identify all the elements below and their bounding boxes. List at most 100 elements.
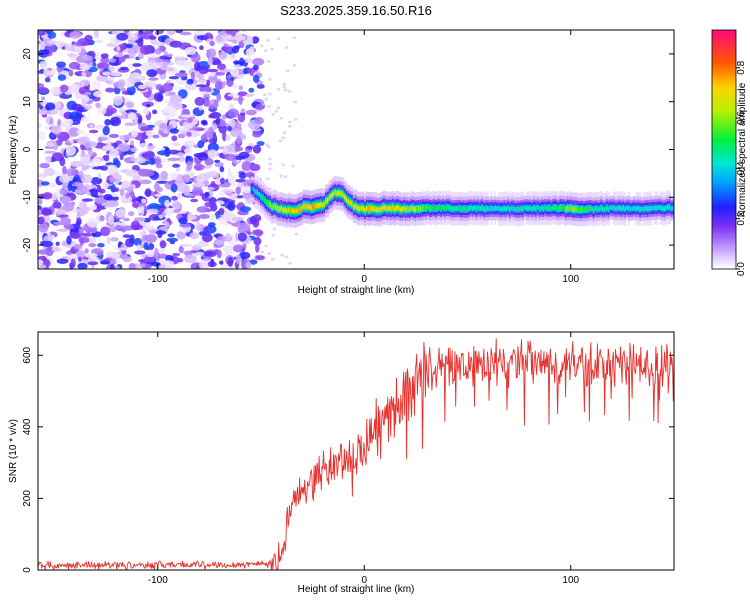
noise-speckle <box>81 71 87 78</box>
noise-speckle <box>204 251 217 258</box>
noise-speckle <box>145 130 153 137</box>
noise-speckle <box>139 243 145 249</box>
signal-cell <box>427 204 430 210</box>
noise-speckle <box>164 221 170 228</box>
signal-cell <box>629 206 632 212</box>
noise-speckle <box>93 30 99 39</box>
noise-speckle <box>53 221 66 225</box>
spectrogram-x-ticks: -100 0 100 <box>148 30 580 285</box>
noise-speckle <box>245 261 252 269</box>
noise-speckle <box>276 106 281 110</box>
noise-speckle <box>92 62 97 68</box>
noise-speckle <box>235 178 247 183</box>
signal-cell <box>347 199 350 204</box>
noise-speckle <box>48 182 57 188</box>
noise-speckle <box>186 78 194 85</box>
noise-speckle <box>41 240 54 247</box>
noise-speckle <box>227 201 236 212</box>
noise-speckle <box>58 174 71 183</box>
noise-speckle <box>95 102 101 109</box>
noise-speckle <box>241 185 252 194</box>
signal-cell <box>583 207 586 212</box>
signal-cell <box>637 205 640 211</box>
noise-speckle <box>198 106 204 111</box>
signal-cell <box>553 204 556 210</box>
noise-speckle <box>157 187 163 193</box>
noise-speckle <box>38 198 43 205</box>
noise-speckle <box>235 186 241 195</box>
noise-speckle <box>125 43 133 49</box>
noise-speckle <box>237 113 246 123</box>
noise-speckle <box>236 136 242 145</box>
noise-speckle <box>146 249 155 258</box>
noise-speckle <box>38 131 46 141</box>
noise-speckle <box>65 145 76 156</box>
noise-speckle <box>279 174 283 178</box>
noise-speckle <box>41 49 50 55</box>
signal-cell <box>601 206 604 212</box>
signal-cell <box>399 206 402 212</box>
noise-speckle <box>218 191 226 196</box>
noise-speckle <box>43 68 50 77</box>
signal-cell <box>449 205 452 211</box>
noise-speckle <box>167 233 175 238</box>
noise-speckle <box>89 203 97 211</box>
noise-speckle <box>112 157 119 165</box>
noise-speckle <box>281 163 286 167</box>
signal-cell <box>384 205 387 211</box>
noise-speckle <box>214 159 221 163</box>
y-tick-label: -10 <box>22 190 33 205</box>
signal-cell <box>460 206 463 212</box>
signal-cell <box>258 191 261 197</box>
noise-speckle <box>77 256 82 262</box>
noise-speckle <box>176 152 185 157</box>
noise-speckle <box>282 131 287 135</box>
noise-speckle <box>100 56 110 64</box>
signal-cell <box>406 206 409 212</box>
noise-speckle <box>212 123 218 131</box>
signal-cell <box>494 205 497 211</box>
noise-speckle <box>59 84 69 93</box>
signal-cell <box>568 206 571 211</box>
signal-cell <box>278 206 281 212</box>
noise-speckle <box>194 30 207 36</box>
signal-cell <box>338 190 341 196</box>
noise-speckle <box>56 258 69 264</box>
noise-speckle <box>207 48 217 58</box>
signal-cell <box>613 205 616 211</box>
signal-cell <box>529 205 532 211</box>
noise-speckle <box>214 162 224 168</box>
noise-speckle <box>203 257 210 261</box>
signal-cell <box>315 203 318 208</box>
signal-cell <box>334 190 337 195</box>
noise-speckle <box>217 63 226 70</box>
signal-cell <box>254 189 257 194</box>
signal-cell <box>549 206 552 211</box>
signal-cell <box>263 197 266 203</box>
noise-speckle <box>252 218 260 228</box>
noise-speckle <box>73 244 82 250</box>
noise-speckle <box>79 156 91 164</box>
noise-speckle <box>288 261 292 265</box>
noise-speckle <box>184 254 197 264</box>
signal-cell <box>280 206 283 212</box>
noise-speckle <box>239 57 245 66</box>
noise-speckle <box>265 143 270 147</box>
noise-speckle <box>70 258 76 268</box>
noise-speckle <box>110 116 121 127</box>
noise-speckle <box>227 93 238 97</box>
signal-cell <box>321 202 324 208</box>
signal-cell <box>570 205 573 211</box>
noise-speckle <box>75 221 81 226</box>
noise-speckle <box>124 122 137 126</box>
signal-cell <box>512 206 515 211</box>
noise-speckle <box>119 134 132 141</box>
noise-speckle <box>192 182 205 187</box>
noise-speckle <box>138 142 149 148</box>
noise-speckle <box>283 88 288 92</box>
noise-speckle <box>240 206 252 213</box>
noise-speckle <box>266 39 270 42</box>
signal-cell <box>605 205 608 211</box>
noise-speckle <box>255 242 260 253</box>
noise-speckle <box>104 119 111 126</box>
